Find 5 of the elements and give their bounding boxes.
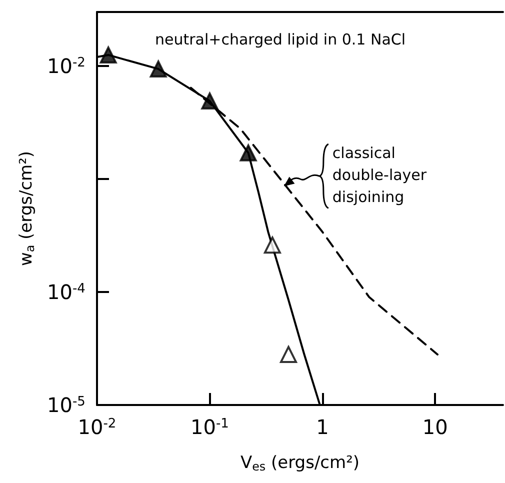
annotation: classical double-layer disjoining	[332, 144, 428, 206]
x-tick-label: 1	[316, 415, 329, 439]
y-axis-title: wa (ergs/cm²)	[16, 150, 38, 266]
x-tick-label: 10	[422, 415, 448, 439]
annotation: neutral+charged lipid in 0.1 NaCl	[155, 30, 406, 48]
